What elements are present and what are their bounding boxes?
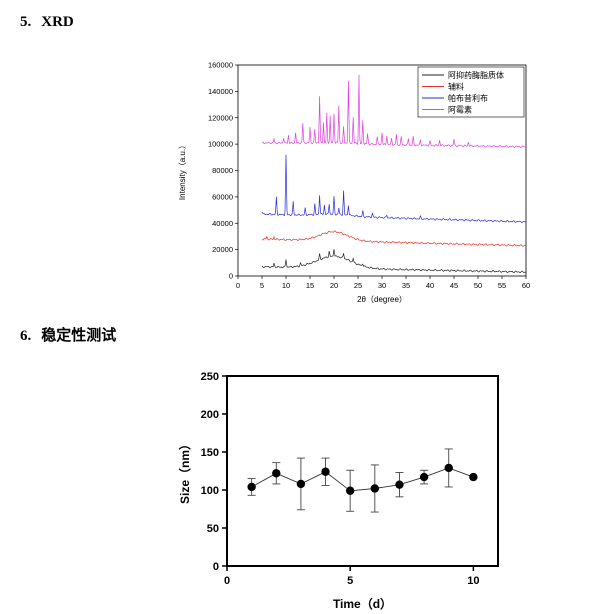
stability-plot-frame — [226, 375, 499, 567]
section-number: 5. — [20, 14, 32, 30]
xrd-x-tick-label: 45 — [450, 281, 458, 290]
section-number: 6. — [20, 328, 32, 344]
xrd-x-tick-label: 5 — [260, 281, 264, 290]
xrd-y-tick-label: 40000 — [212, 219, 233, 228]
stability-data-point — [247, 482, 256, 492]
stability-series-line — [251, 467, 474, 492]
xrd-x-tick-label: 50 — [474, 281, 482, 290]
stability-x-tick-label: 10 — [467, 575, 479, 587]
xrd-y-axis-label: Intensity（a.u.） — [178, 141, 187, 200]
xrd-y-tick-label: 160000 — [208, 61, 233, 70]
xrd-y-tick-label: 80000 — [212, 166, 233, 175]
section-title: 稳定性测试 — [41, 328, 117, 344]
stability-data-point — [321, 467, 330, 476]
xrd-x-tick-label: 10 — [282, 281, 290, 290]
stability-y-tick-label: 100 — [201, 485, 219, 497]
xrd-legend-label: 辅料 — [448, 82, 464, 92]
stability-data-point — [395, 480, 404, 489]
stability-data-point — [469, 472, 478, 482]
stability-y-tick-label: 0 — [213, 561, 219, 573]
stability-y-tick-label: 150 — [201, 447, 219, 459]
xrd-x-tick-label: 55 — [498, 281, 506, 290]
xrd-legend-label: 帕布昔利布 — [448, 93, 488, 103]
section-heading-xrd: 5. XRD — [20, 14, 74, 31]
xrd-y-tick-label: 60000 — [212, 192, 233, 201]
stability-data-point — [419, 472, 429, 482]
xrd-y-tick-label: 100000 — [208, 140, 233, 149]
xrd-series-line — [261, 74, 527, 148]
xrd-x-tick-label: 40 — [426, 281, 434, 290]
xrd-legend-label: 阿霉素 — [448, 105, 472, 115]
xrd-series-line — [261, 154, 527, 224]
stability-data-point — [272, 469, 281, 478]
xrd-y-tick-label: 0 — [229, 272, 233, 281]
stability-data-point — [370, 484, 380, 493]
xrd-y-tick-label: 120000 — [208, 113, 233, 122]
xrd-x-tick-label: 25 — [354, 281, 362, 290]
xrd-y-tick-label: 20000 — [212, 245, 233, 254]
stability-y-tick-label: 50 — [207, 523, 219, 535]
section-title: XRD — [41, 14, 74, 30]
stability-x-axis-label: Time（d） — [333, 596, 392, 611]
xrd-x-tick-label: 35 — [402, 281, 410, 290]
stability-data-point — [444, 463, 453, 473]
xrd-x-tick-label: 30 — [378, 281, 386, 290]
section-heading-stability: 6. 稳定性测试 — [20, 324, 116, 345]
stability-x-tick-label: 5 — [347, 575, 353, 587]
stability-y-tick-label: 200 — [201, 409, 219, 421]
xrd-x-axis-label: 2θ（degree） — [357, 295, 407, 304]
xrd-x-tick-label: 20 — [330, 281, 338, 290]
stability-y-axis-label: Size（nm） — [177, 438, 192, 504]
xrd-legend-label: 阿抑药酶脂质体 — [448, 70, 504, 80]
xrd-y-tick-label: 140000 — [208, 87, 233, 96]
stability-y-tick-label: 250 — [201, 371, 219, 383]
xrd-x-tick-label: 15 — [306, 281, 314, 290]
xrd-x-tick-label: 60 — [522, 281, 530, 290]
stability-x-tick-label: 0 — [224, 575, 230, 587]
xrd-series-line — [261, 230, 526, 247]
xrd-series-line — [261, 249, 527, 274]
stability-data-point — [345, 486, 355, 495]
xrd-x-tick-label: 0 — [236, 281, 240, 290]
stability-data-point — [296, 479, 306, 489]
